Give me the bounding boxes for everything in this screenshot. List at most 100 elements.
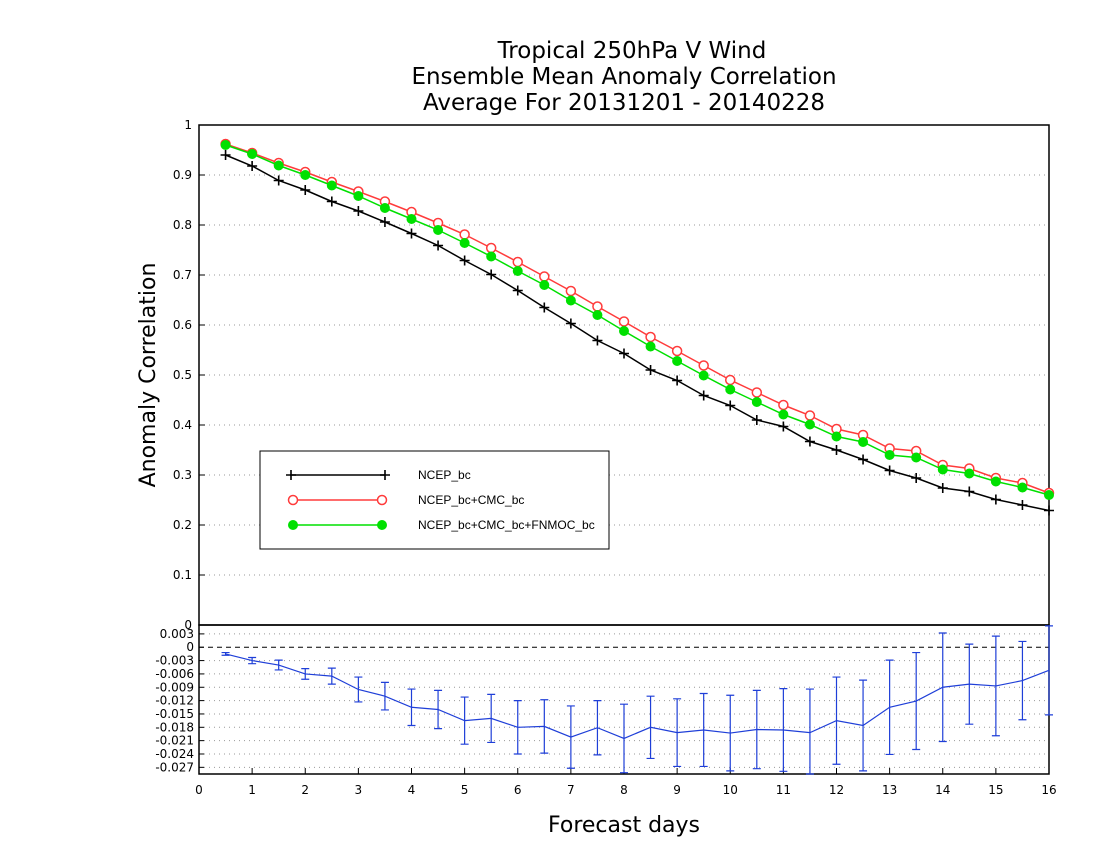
bottom-y-tick-label-3: -0.006 [155, 667, 194, 681]
series-1-point-15 [618, 316, 630, 327]
bottom-y-tick-label-0: 0.003 [160, 627, 194, 641]
error-bar-17 [673, 698, 682, 768]
error-bar-15 [620, 703, 628, 774]
error-bar-18 [699, 692, 708, 768]
series-0-point-14 [592, 335, 603, 346]
series-2-point-4 [326, 180, 337, 191]
series-0-point-19 [725, 400, 736, 411]
x-tick-label-15: 15 [988, 783, 1003, 797]
y-tick-label-9: 0.9 [173, 168, 192, 182]
series-2-point-20 [751, 397, 762, 407]
error-bar-28 [965, 643, 974, 725]
error-bar-11 [513, 700, 522, 755]
chart-title-line-3: Average For 20131201 - 20140228 [423, 90, 825, 116]
series-0-point-0 [220, 150, 231, 160]
bottom-y-tick-label-9: -0.024 [155, 747, 194, 761]
difference-panel: 0.0030-0.003-0.006-0.009-0.012-0.015-0.0… [155, 624, 1057, 797]
series-0-point-15 [619, 348, 629, 359]
legend-marker-filled-circle-left [288, 520, 298, 530]
series-2-point-22 [804, 419, 815, 430]
series-2-point-17 [672, 356, 683, 366]
series-2-point-19 [725, 384, 736, 395]
series-0-point-17 [672, 375, 683, 386]
series-2-point-2 [273, 160, 284, 171]
series-0-point-18 [698, 390, 709, 401]
x-tick-label-5: 5 [461, 783, 469, 797]
series-2-point-1 [247, 149, 258, 159]
bottom-y-tick-label-4: -0.009 [155, 680, 194, 694]
legend-entry-ncep: NCEP_bc [286, 468, 471, 482]
bottom-y-tick-label-2: -0.003 [155, 654, 194, 668]
series-2-point-25 [884, 450, 895, 460]
bottom-y-tick-label-10: -0.027 [155, 760, 194, 774]
series-0-point-25 [884, 465, 895, 476]
y-tick-label-0: 0 [184, 618, 192, 632]
legend-marker-open-circle-left [287, 494, 299, 506]
legend-marker-open-circle-right [376, 494, 388, 506]
series-0-point-6 [379, 217, 390, 227]
error-bar-2 [274, 659, 283, 671]
series-0-point-7 [406, 228, 417, 239]
series-0-point-13 [565, 318, 576, 329]
series-0-point-30 [1017, 500, 1028, 510]
series-2-point-16 [645, 341, 656, 352]
legend-entry-ncep-cmc: NCEP_bc+CMC_bc [287, 493, 524, 507]
x-axis-label: Forecast days [548, 813, 700, 838]
series-line-2 [225, 144, 1050, 496]
series-2-point-23 [831, 431, 842, 442]
error-bar-29 [991, 635, 1000, 737]
x-tick-label-8: 8 [620, 783, 628, 797]
x-tick-label-10: 10 [723, 783, 738, 797]
series-0-point-27 [937, 483, 948, 493]
x-tick-label-6: 6 [514, 783, 522, 797]
x-tick-label-2: 2 [301, 783, 309, 797]
error-bar-1 [248, 656, 257, 665]
x-tick-label-0: 0 [195, 783, 203, 797]
legend-label-ncep: NCEP_bc [418, 468, 471, 482]
error-bar-10 [487, 693, 496, 744]
error-bar-27 [938, 632, 947, 743]
series-1-point-17 [671, 345, 683, 357]
error-bar-25 [885, 659, 894, 756]
series-1-point-22 [804, 410, 816, 421]
y-tick-label-10: 1 [184, 118, 192, 132]
legend-label-ncep-cmc: NCEP_bc+CMC_bc [418, 493, 524, 507]
series-2-point-15 [619, 326, 629, 336]
series-2-point-30 [1017, 482, 1028, 493]
error-bar-8 [434, 689, 443, 730]
error-bar-23 [832, 676, 841, 765]
series-0-point-29 [990, 494, 1001, 505]
series-0-point-9 [459, 255, 470, 266]
y-tick-label-3: 0.3 [173, 468, 192, 482]
series-2-point-27 [937, 464, 948, 475]
legend-marker-plus-left [286, 470, 390, 480]
error-bar-3 [301, 667, 310, 680]
bottom-y-tick-label-5: -0.012 [155, 694, 194, 708]
series-2-point-0 [220, 140, 231, 150]
x-tick-label-14: 14 [935, 783, 950, 797]
x-tick-label-1: 1 [248, 783, 256, 797]
error-bar-20 [752, 689, 761, 770]
series-1-point-19 [725, 374, 736, 386]
series-2-point-14 [592, 310, 603, 320]
series-1-point-18 [698, 360, 709, 371]
y-tick-label-4: 0.4 [173, 418, 192, 432]
series-0-point-21 [778, 421, 789, 432]
series-1-point-11 [512, 256, 523, 268]
chart-title-line-2: Ensemble Mean Anomaly Correlation [411, 64, 836, 90]
error-bar-7 [407, 688, 416, 727]
x-tick-label-12: 12 [829, 783, 844, 797]
series-2-point-26 [911, 452, 922, 463]
difference-line [225, 653, 1050, 740]
series-0-point-24 [858, 454, 869, 465]
series-2-point-31 [1044, 490, 1054, 500]
series-2-point-24 [858, 437, 869, 447]
series-0-point-31 [1044, 505, 1054, 516]
series-0-point-4 [326, 196, 337, 207]
series-1-point-10 [485, 242, 497, 254]
error-bar-22 [805, 688, 814, 775]
series-1-point-13 [565, 285, 577, 297]
x-tick-label-13: 13 [882, 783, 897, 797]
series-2-point-6 [379, 203, 390, 213]
error-bar-0 [221, 651, 230, 656]
